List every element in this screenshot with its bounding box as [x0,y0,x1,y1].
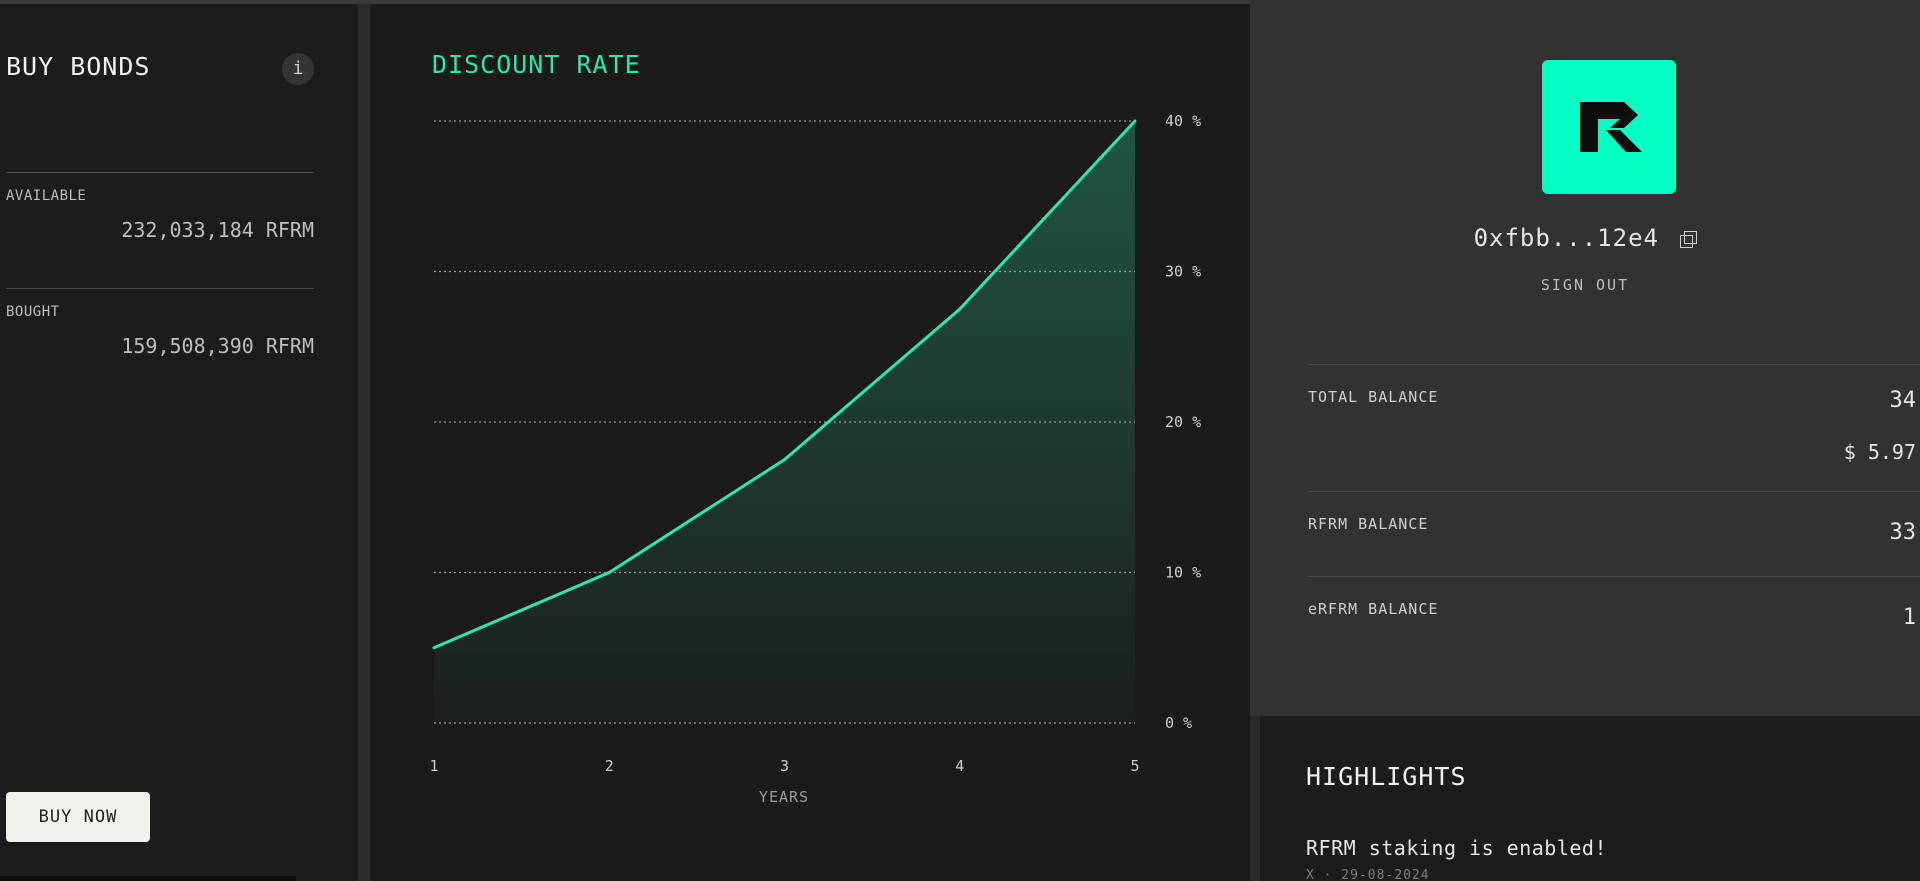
available-value: 232,033,184 RFRM [121,218,314,242]
bought-label: BOUGHT [6,304,60,320]
chart-data-point [432,646,436,650]
divider [1308,576,1920,577]
y-tick-label: 10 % [1165,564,1201,582]
divider [6,172,314,173]
chart-data-point [1133,119,1137,123]
y-tick-label: 0 % [1165,714,1192,732]
highlights-panel: HIGHLIGHTS RFRM staking is enabled! X · … [1260,716,1920,881]
divider [1308,364,1920,365]
divider [6,288,314,289]
chart-data-point [607,571,611,574]
r-logo-icon [1580,102,1642,152]
wallet-address: 0xfbb...12e4 [1473,224,1659,252]
brand-logo [1542,60,1676,194]
discount-rate-chart: 0 % 10 % 20 % 30 % 40 % 1 2 3 4 5 YEARS [429,112,1201,806]
erfrm-balance-label: eRFRM BALANCE [1308,600,1439,618]
discount-rate-chart-panel: DISCOUNT RATE 0 % 10 % 20 % 30 % 40 % 1 2 3 4 5 … [370,4,1250,881]
highlight-item-meta: X · 29-08-2024 [1306,868,1430,881]
copy-icon[interactable] [1680,231,1698,248]
highlight-item-title[interactable]: RFRM staking is enabled! [1306,836,1607,860]
rfrm-balance-value: 33 [1889,520,1917,545]
y-tick-label: 20 % [1165,413,1201,431]
buy-bonds-panel: BUY BONDS i AVAILABLE 232,033,184 RFRM B… [0,4,358,881]
wallet-address-row: 0xfbb...12e4 [1250,224,1920,252]
y-tick-label: 30 % [1165,263,1201,281]
total-balance-usd: $ 5.97 [1843,440,1916,464]
highlights-title: HIGHLIGHTS [1306,762,1467,791]
bought-value: 159,508,390 RFRM [121,334,314,358]
buy-now-button[interactable]: BUY NOW [6,792,150,842]
x-tick-label: 4 [955,757,964,775]
bottom-strip [0,876,296,881]
panel-gutter [358,4,370,881]
panel-title: BUY BONDS [6,52,151,81]
x-tick-label: 2 [605,757,614,775]
y-tick-label: 40 % [1165,112,1201,130]
chart-data-point [958,307,962,311]
x-tick-label: 1 [429,757,438,775]
total-balance-value: 34 [1889,388,1917,413]
top-border [0,0,1920,4]
x-tick-label: 5 [1130,757,1139,775]
chart-data-point [783,458,786,462]
available-label: AVAILABLE [6,188,87,204]
wallet-panel: 0xfbb...12e4 SIGN OUT TOTAL BALANCE 34 $… [1250,0,1920,716]
total-balance-label: TOTAL BALANCE [1308,388,1439,406]
chart-title: DISCOUNT RATE [432,50,641,79]
info-icon[interactable]: i [282,53,314,85]
divider [1308,491,1920,492]
x-axis-label: YEARS [759,788,809,806]
sign-out-button[interactable]: SIGN OUT [1250,276,1920,294]
erfrm-balance-value: 1 [1902,605,1916,630]
x-tick-label: 3 [780,757,789,775]
rfrm-balance-label: RFRM BALANCE [1308,515,1429,533]
